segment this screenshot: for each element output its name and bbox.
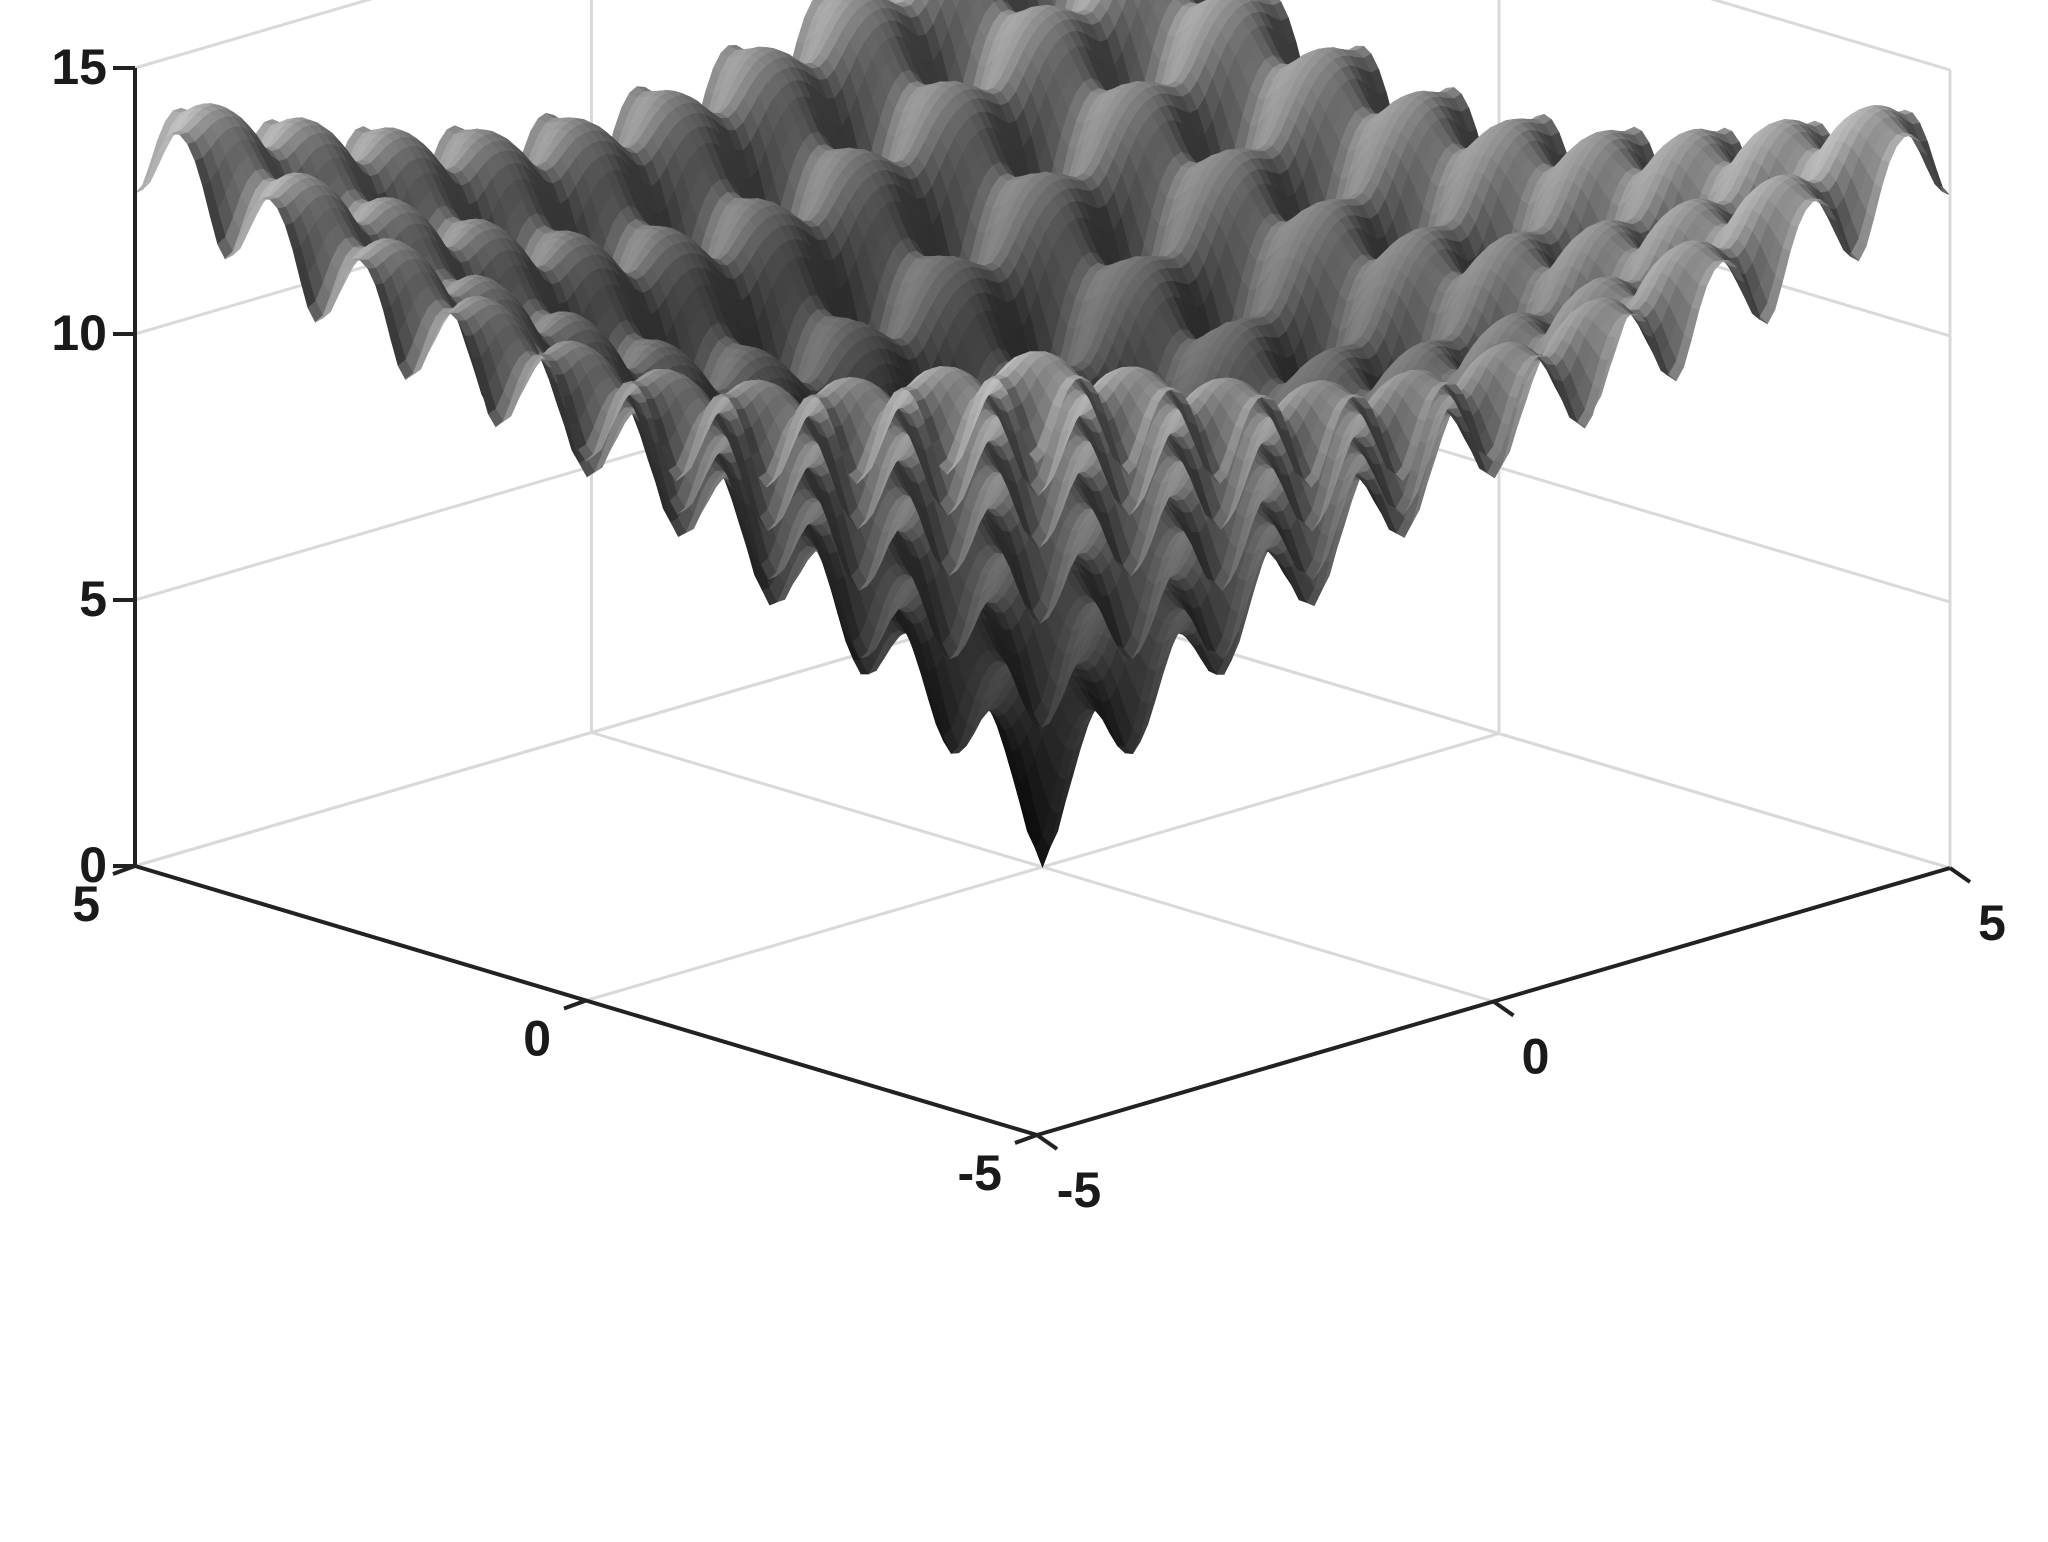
surface-patch	[1132, 0, 1142, 11]
grid-line	[134, 597, 1049, 868]
surface-patch	[1148, 0, 1158, 10]
surface-mesh	[134, 0, 1951, 869]
surface-patch	[936, 0, 945, 10]
surface-patch	[1051, 0, 1058, 10]
grid-line	[1710, 0, 1951, 72]
surface-patch	[951, 0, 961, 11]
surface-patch	[1036, 0, 1043, 10]
grid-line	[134, 0, 373, 70]
